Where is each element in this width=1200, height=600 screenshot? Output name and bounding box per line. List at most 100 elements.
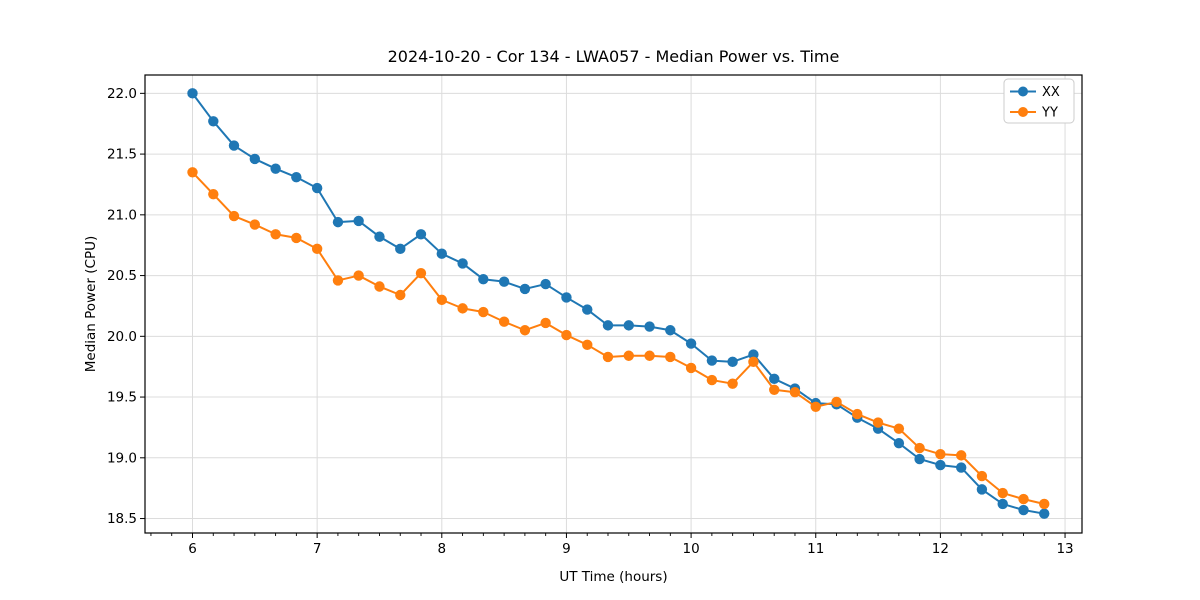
- x-axis-label: UT Time (hours): [559, 569, 667, 585]
- chart-title: 2024-10-20 - Cor 134 - LWA057 - Median P…: [388, 47, 840, 66]
- plot-background: [145, 75, 1082, 533]
- data-point-yy: [208, 188, 219, 200]
- y-axis-label: Median Power (CPU): [83, 236, 99, 372]
- data-point-xx: [1039, 508, 1050, 519]
- x-tick-label: 8: [437, 541, 446, 557]
- data-point-xx: [582, 304, 593, 315]
- y-tick-label: 20.0: [107, 329, 137, 345]
- data-point-yy: [270, 229, 281, 240]
- x-tick-label: 12: [932, 541, 949, 557]
- data-point-yy: [748, 356, 759, 368]
- data-point-yy: [478, 306, 489, 318]
- data-point-yy: [644, 350, 655, 361]
- data-point-yy: [956, 450, 967, 461]
- data-point-yy: [935, 448, 946, 460]
- y-tick-label: 19.0: [107, 450, 137, 466]
- data-point-yy: [914, 442, 925, 454]
- data-point-yy: [665, 351, 676, 363]
- data-point-xx: [270, 163, 281, 174]
- data-point-yy: [769, 384, 780, 395]
- data-point-xx: [187, 88, 198, 99]
- legend-label-xx: XX: [1042, 85, 1060, 100]
- legend-box: [1003, 78, 1075, 124]
- data-point-xx: [914, 453, 925, 465]
- data-point-xx: [956, 462, 967, 473]
- data-point-xx: [374, 231, 385, 242]
- data-point-xx: [395, 243, 406, 255]
- data-point-xx: [415, 229, 427, 240]
- data-point-yy: [852, 408, 863, 420]
- x-tick-label: 9: [562, 541, 571, 557]
- data-point-xx: [997, 498, 1008, 510]
- data-point-xx: [623, 320, 634, 331]
- y-tick-label: 21.5: [107, 147, 137, 163]
- data-point-yy: [789, 386, 801, 398]
- data-point-xx: [602, 320, 614, 331]
- data-point-yy: [395, 289, 406, 301]
- data-point-xx: [436, 248, 447, 259]
- data-point-xx: [976, 484, 988, 495]
- plot-frame: [144, 74, 1083, 534]
- data-point-yy: [353, 270, 364, 281]
- data-point-xx: [249, 153, 261, 165]
- data-point-xx: [498, 276, 510, 287]
- data-point-xx: [685, 338, 697, 349]
- data-point-xx: [727, 356, 738, 368]
- data-point-xx: [540, 278, 551, 290]
- data-point-xx: [893, 438, 905, 449]
- data-point-yy: [519, 325, 531, 336]
- data-point-xx: [478, 274, 489, 285]
- x-tick-label: 10: [683, 541, 700, 557]
- data-point-yy: [976, 470, 988, 482]
- data-point-xx: [353, 215, 364, 227]
- data-point-yy: [602, 351, 614, 363]
- data-point-xx: [644, 321, 655, 332]
- data-point-xx: [935, 459, 946, 471]
- data-point-xx: [769, 373, 780, 385]
- legend-marker: [1018, 107, 1028, 117]
- data-point-xx: [748, 349, 759, 360]
- data-point-yy: [291, 232, 302, 244]
- data-point-xx: [561, 292, 572, 303]
- data-point-xx: [519, 283, 531, 295]
- x-tick-label: 13: [1056, 541, 1073, 557]
- data-point-yy: [457, 303, 468, 314]
- data-point-xx: [291, 171, 302, 183]
- data-point-xx: [665, 325, 676, 336]
- x-tick-label: 11: [807, 541, 824, 557]
- data-point-yy: [498, 316, 510, 327]
- data-point-yy: [893, 423, 905, 434]
- data-point-xx: [311, 182, 323, 194]
- data-point-yy: [872, 417, 884, 428]
- data-point-yy: [187, 167, 198, 178]
- data-point-yy: [415, 267, 427, 279]
- data-point-yy: [249, 219, 261, 230]
- data-point-yy: [1039, 498, 1050, 510]
- data-point-yy: [727, 378, 738, 389]
- y-tick-label: 20.5: [107, 268, 137, 284]
- x-tick-label: 7: [313, 541, 322, 557]
- legend-marker: [1018, 86, 1028, 97]
- data-point-yy: [831, 396, 842, 408]
- data-point-yy: [623, 350, 634, 361]
- data-point-yy: [311, 243, 323, 255]
- legend: XX YY: [1003, 78, 1075, 124]
- legend-label-yy: YY: [1041, 106, 1058, 121]
- y-tick-label: 19.5: [107, 390, 137, 406]
- data-point-xx: [706, 355, 718, 366]
- data-point-xx: [1018, 504, 1029, 516]
- data-point-xx: [457, 258, 468, 269]
- data-point-yy: [997, 487, 1008, 499]
- x-tick-label: 6: [188, 541, 197, 557]
- data-point-yy: [228, 210, 240, 222]
- data-point-yy: [706, 374, 718, 386]
- data-point-yy: [685, 362, 697, 374]
- data-point-yy: [332, 275, 344, 286]
- data-point-yy: [1018, 493, 1029, 505]
- data-point-yy: [436, 294, 447, 306]
- y-tick-label: 21.0: [107, 207, 137, 223]
- data-point-yy: [810, 401, 821, 412]
- data-point-xx: [228, 140, 240, 151]
